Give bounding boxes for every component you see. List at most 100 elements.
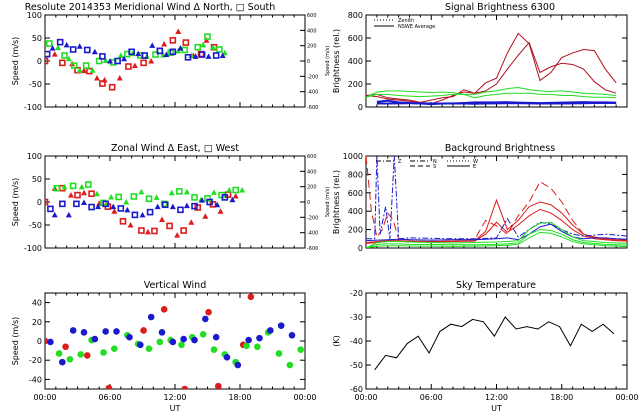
data-point-blue bbox=[80, 329, 88, 336]
data-point-green bbox=[94, 190, 100, 197]
data-point-red bbox=[180, 227, 187, 234]
y-tick-label: -50 bbox=[29, 80, 42, 89]
data-point-blue bbox=[288, 331, 296, 339]
data-point-blue bbox=[124, 206, 131, 213]
data-point-blue bbox=[156, 47, 164, 55]
legend-s-label: S bbox=[433, 164, 436, 170]
data-point-blue bbox=[206, 198, 213, 206]
chart-zonal: Zonal Wind Δ East, □ West -100 -50 0 50 100 Sp… bbox=[11, 143, 331, 253]
data-point-blue bbox=[126, 333, 133, 341]
data-point-blue bbox=[192, 53, 199, 59]
data-point-red bbox=[166, 222, 173, 230]
y-tick-label: 600 bbox=[348, 34, 363, 43]
data-point-blue bbox=[212, 333, 220, 341]
y2-tick-label: -400 bbox=[307, 90, 318, 96]
plot-area bbox=[374, 316, 615, 371]
plot-area bbox=[45, 28, 228, 91]
y2-tick-label: 600 bbox=[307, 154, 317, 160]
data-point-blue bbox=[45, 50, 51, 58]
y-tick-label: -40 bbox=[350, 337, 363, 346]
series-line-blue-b bbox=[376, 99, 617, 106]
y-tick-label: 50 bbox=[32, 175, 42, 184]
plot-frame bbox=[44, 14, 306, 108]
data-point-blue bbox=[223, 354, 231, 361]
data-point-red bbox=[144, 228, 151, 235]
y-axis-label: Speed (m/s) bbox=[11, 178, 20, 227]
data-point-blue bbox=[110, 203, 117, 210]
data-point-blue bbox=[76, 43, 83, 49]
data-point-blue bbox=[69, 327, 77, 334]
data-point-blue bbox=[234, 361, 242, 369]
series-line-green-1 bbox=[366, 221, 627, 248]
data-point-green bbox=[130, 193, 138, 200]
data-point-green bbox=[77, 351, 85, 358]
y2-tick-label: 0 bbox=[307, 59, 310, 65]
data-point-green bbox=[85, 181, 92, 188]
x-tick-label: 18:00 bbox=[550, 393, 573, 402]
plot-area bbox=[366, 32, 617, 106]
data-point-green bbox=[46, 40, 53, 47]
data-point-blue bbox=[229, 196, 236, 203]
data-point-green bbox=[55, 44, 61, 51]
data-point-blue bbox=[141, 52, 148, 59]
data-point-green bbox=[76, 67, 83, 73]
series-line-blue-1 bbox=[366, 156, 627, 240]
data-point-red bbox=[111, 208, 118, 214]
y2-tick-label: -600 bbox=[307, 246, 318, 252]
data-point-blue bbox=[184, 54, 192, 61]
data-point-red bbox=[205, 308, 212, 316]
y2-tick-label: 0 bbox=[307, 200, 310, 206]
chart-title: Signal Brightness 6300 bbox=[445, 2, 555, 13]
data-point-blue bbox=[146, 208, 154, 216]
data-point-red bbox=[59, 59, 66, 67]
data-point-blue bbox=[267, 327, 274, 334]
series-line-green-2 bbox=[366, 229, 627, 248]
data-point-blue bbox=[191, 202, 198, 210]
data-point-blue bbox=[191, 336, 198, 344]
legend-z-label: Z bbox=[398, 159, 402, 165]
x-tick-label: 00:00 bbox=[615, 393, 638, 402]
data-point-red bbox=[151, 227, 158, 235]
data-point-green bbox=[117, 52, 124, 58]
data-point-blue bbox=[163, 51, 170, 58]
data-point-green bbox=[138, 188, 145, 195]
data-point-green bbox=[152, 51, 159, 58]
data-point-red bbox=[81, 189, 87, 196]
data-point-blue bbox=[65, 211, 72, 218]
y-tick-label: 0 bbox=[37, 198, 42, 207]
y-tick-label: -40 bbox=[29, 375, 42, 384]
data-point-blue bbox=[205, 53, 212, 59]
data-point-green bbox=[178, 341, 185, 349]
data-point-blue bbox=[183, 202, 190, 209]
y2-tick-label: -400 bbox=[307, 231, 318, 237]
data-point-green bbox=[226, 187, 233, 193]
data-point-red bbox=[203, 37, 210, 43]
data-point-blue bbox=[214, 201, 221, 208]
plot-area bbox=[366, 156, 627, 248]
data-point-blue bbox=[177, 45, 184, 51]
y-tick-label: 1000 bbox=[343, 152, 363, 161]
data-point-red bbox=[119, 218, 127, 225]
y-tick-label: -50 bbox=[29, 221, 42, 230]
y-tick-label: -100 bbox=[24, 244, 42, 253]
data-point-red bbox=[88, 190, 95, 198]
data-point-green bbox=[61, 52, 68, 59]
data-point-green bbox=[216, 46, 223, 53]
y2-tick-label: 400 bbox=[307, 169, 317, 175]
data-point-red bbox=[131, 62, 138, 69]
data-point-green bbox=[209, 44, 216, 50]
y-tick-label: -30 bbox=[350, 313, 363, 322]
data-point-green bbox=[286, 361, 294, 369]
y2-tick-label: -200 bbox=[307, 215, 318, 221]
y-tick-label: 600 bbox=[348, 189, 363, 198]
data-point-blue bbox=[161, 201, 169, 209]
data-point-blue bbox=[69, 46, 77, 53]
data-point-green bbox=[123, 199, 130, 205]
data-point-green bbox=[100, 349, 107, 356]
plot-area bbox=[45, 293, 304, 389]
data-point-green bbox=[115, 193, 122, 201]
data-point-blue bbox=[63, 41, 70, 48]
y2-tick-label: 600 bbox=[307, 13, 317, 19]
data-point-red bbox=[148, 58, 155, 64]
